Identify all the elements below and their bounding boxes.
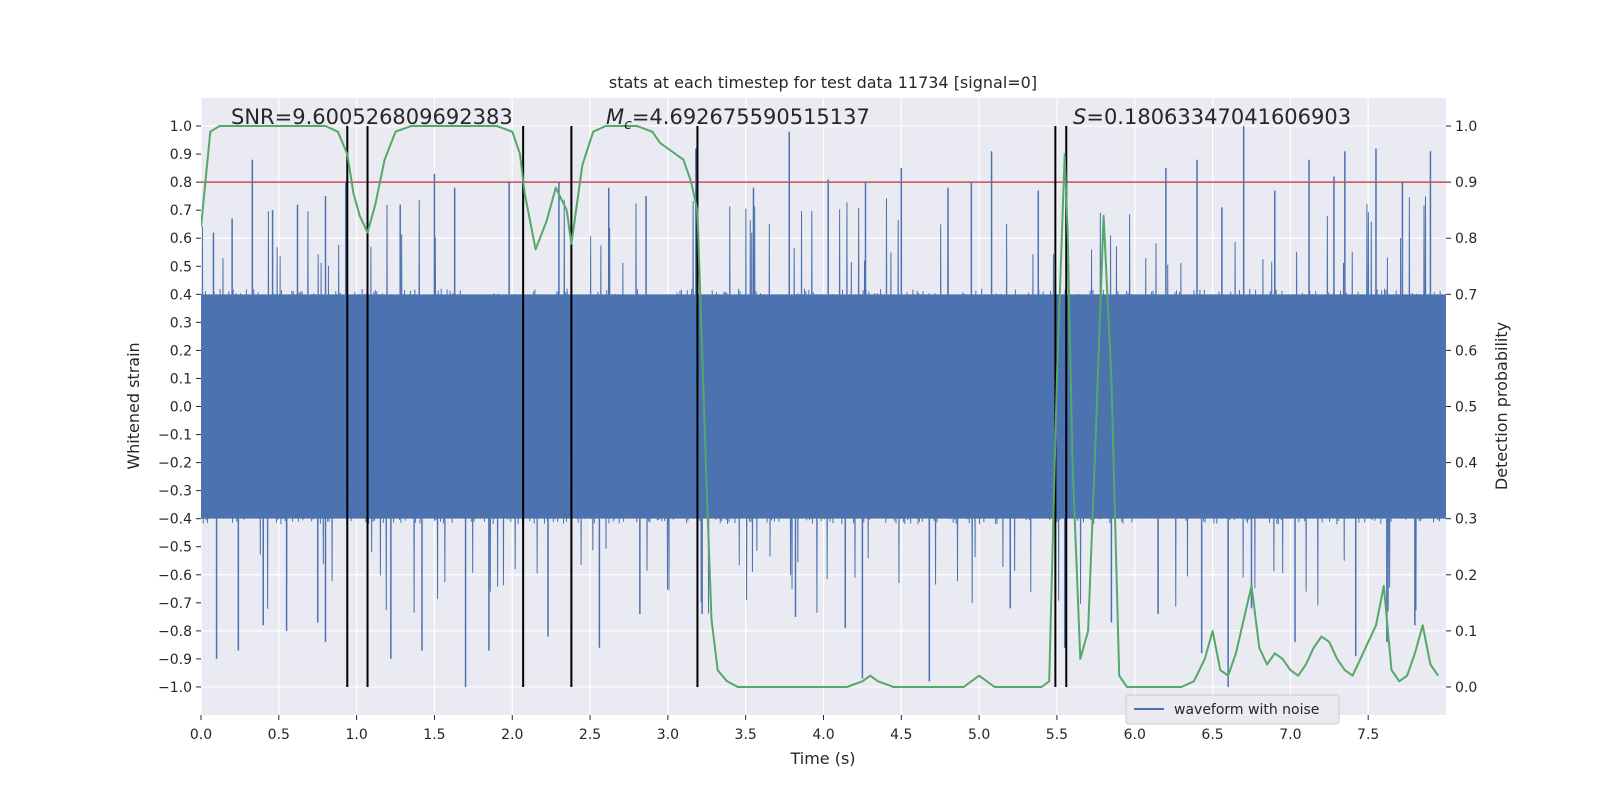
x-tick-label-8: 4.0: [812, 727, 834, 743]
y-right-tick-label-8: 0.2: [1455, 568, 1477, 584]
y-tick-label-1: 0.9: [170, 147, 192, 163]
y-tick-label-5: 0.5: [170, 259, 192, 275]
snr-annotation: SNR=9.600526809692383: [231, 105, 513, 129]
s-value: =0.18063347041606903: [1086, 105, 1351, 129]
waveform-with-noise-series: [201, 126, 1446, 687]
s-annotation: S=0.18063347041606903: [1073, 105, 1351, 129]
y-axis-right-ticks: 1.0 0.9 0.8 0.7 0.6 0.5 0.4 0.3 0.2 0.1 0.0: [1446, 119, 1477, 696]
legend-box: [1125, 694, 1340, 725]
x-tick-label-4: 2.0: [501, 727, 523, 743]
x-tick-label-9: 4.5: [890, 727, 912, 743]
y-tick-label-12: −0.2: [158, 456, 192, 472]
s-symbol: S: [1073, 105, 1086, 129]
x-axis-ticks: 0.0 0.5 1.0 1.5 2.0 2.5 3.0 3.5 4.0 4.5 5.0 5.5 6.0 6…: [190, 715, 1379, 743]
x-tick-label-13: 6.5: [1201, 727, 1223, 743]
x-tick-label-3: 1.5: [423, 727, 445, 743]
chart-title: stats at each timestep for test data 117…: [609, 73, 1037, 92]
y-tick-label-18: −0.8: [158, 624, 192, 640]
y-tick-label-20: −1.0: [158, 680, 192, 696]
y-tick-label-7: 0.3: [170, 315, 192, 331]
x-tick-label-0: 0.0: [190, 727, 212, 743]
y-right-tick-label-10: 0.0: [1455, 680, 1477, 696]
probability-line: [201, 125, 1440, 688]
x-tick-label-6: 3.0: [657, 727, 679, 743]
x-tick-label-12: 6.0: [1124, 727, 1146, 743]
chirp-mass-symbol: M: [606, 105, 624, 129]
y-tick-label-13: −0.3: [158, 484, 192, 500]
x-tick-label-11: 5.5: [1046, 727, 1068, 743]
y-axis-right-label: Detection probability: [1492, 322, 1511, 490]
y-axis-ticks: 1.0 0.9 0.8 0.7 0.6 0.5 0.4 0.3 0.2 0.1 0.0 −0.1 −0.…: [158, 119, 201, 696]
y-right-tick-label-2: 0.8: [1455, 231, 1477, 247]
x-tick-label-10: 5.0: [968, 727, 990, 743]
y-right-tick-label-3: 0.7: [1455, 287, 1477, 303]
y-right-tick-label-0: 1.0: [1455, 119, 1477, 135]
y-tick-label-8: 0.2: [170, 343, 192, 359]
y-right-tick-label-1: 0.9: [1455, 175, 1477, 191]
waveform-line: [201, 196, 1446, 614]
x-tick-label-1: 0.5: [268, 727, 290, 743]
y-tick-label-9: 0.1: [170, 371, 192, 387]
y-tick-label-0: 1.0: [170, 119, 192, 135]
y-right-tick-label-9: 0.1: [1455, 624, 1477, 640]
y-tick-label-6: 0.4: [170, 287, 192, 303]
y-tick-label-14: −0.4: [158, 512, 192, 528]
y-tick-label-19: −0.9: [158, 652, 192, 668]
x-tick-label-15: 7.5: [1357, 727, 1379, 743]
chirp-mass-annotation: Mc=4.692675590515137: [606, 105, 870, 133]
chirp-mass-subscript: c: [624, 117, 632, 133]
x-tick-label-14: 7.0: [1279, 727, 1301, 743]
y-right-tick-label-4: 0.6: [1455, 343, 1477, 359]
y-axis-label: Whitened strain: [124, 342, 143, 469]
y-tick-label-3: 0.7: [170, 203, 192, 219]
legend: waveform with noise: [1125, 694, 1340, 725]
y-tick-label-2: 0.8: [170, 175, 192, 191]
y-right-tick-label-5: 0.5: [1455, 400, 1477, 416]
y-tick-label-15: −0.5: [158, 540, 192, 556]
y-tick-label-10: 0.0: [170, 400, 192, 416]
y-tick-label-11: −0.1: [158, 428, 192, 444]
y-tick-label-4: 0.6: [170, 231, 192, 247]
legend-label: waveform with noise: [1174, 702, 1319, 718]
y-tick-label-16: −0.6: [158, 568, 192, 584]
x-tick-label-2: 1.0: [345, 727, 367, 743]
y-tick-label-17: −0.7: [158, 596, 192, 612]
x-axis-label: Time (s): [789, 749, 855, 768]
detection-probability-series: [201, 125, 1440, 688]
x-tick-label-7: 3.5: [735, 727, 757, 743]
x-tick-label-5: 2.5: [579, 727, 601, 743]
chirp-mass-value: =4.692675590515137: [632, 105, 870, 129]
y-right-tick-label-6: 0.4: [1455, 456, 1477, 472]
y-right-tick-label-7: 0.3: [1455, 512, 1477, 528]
